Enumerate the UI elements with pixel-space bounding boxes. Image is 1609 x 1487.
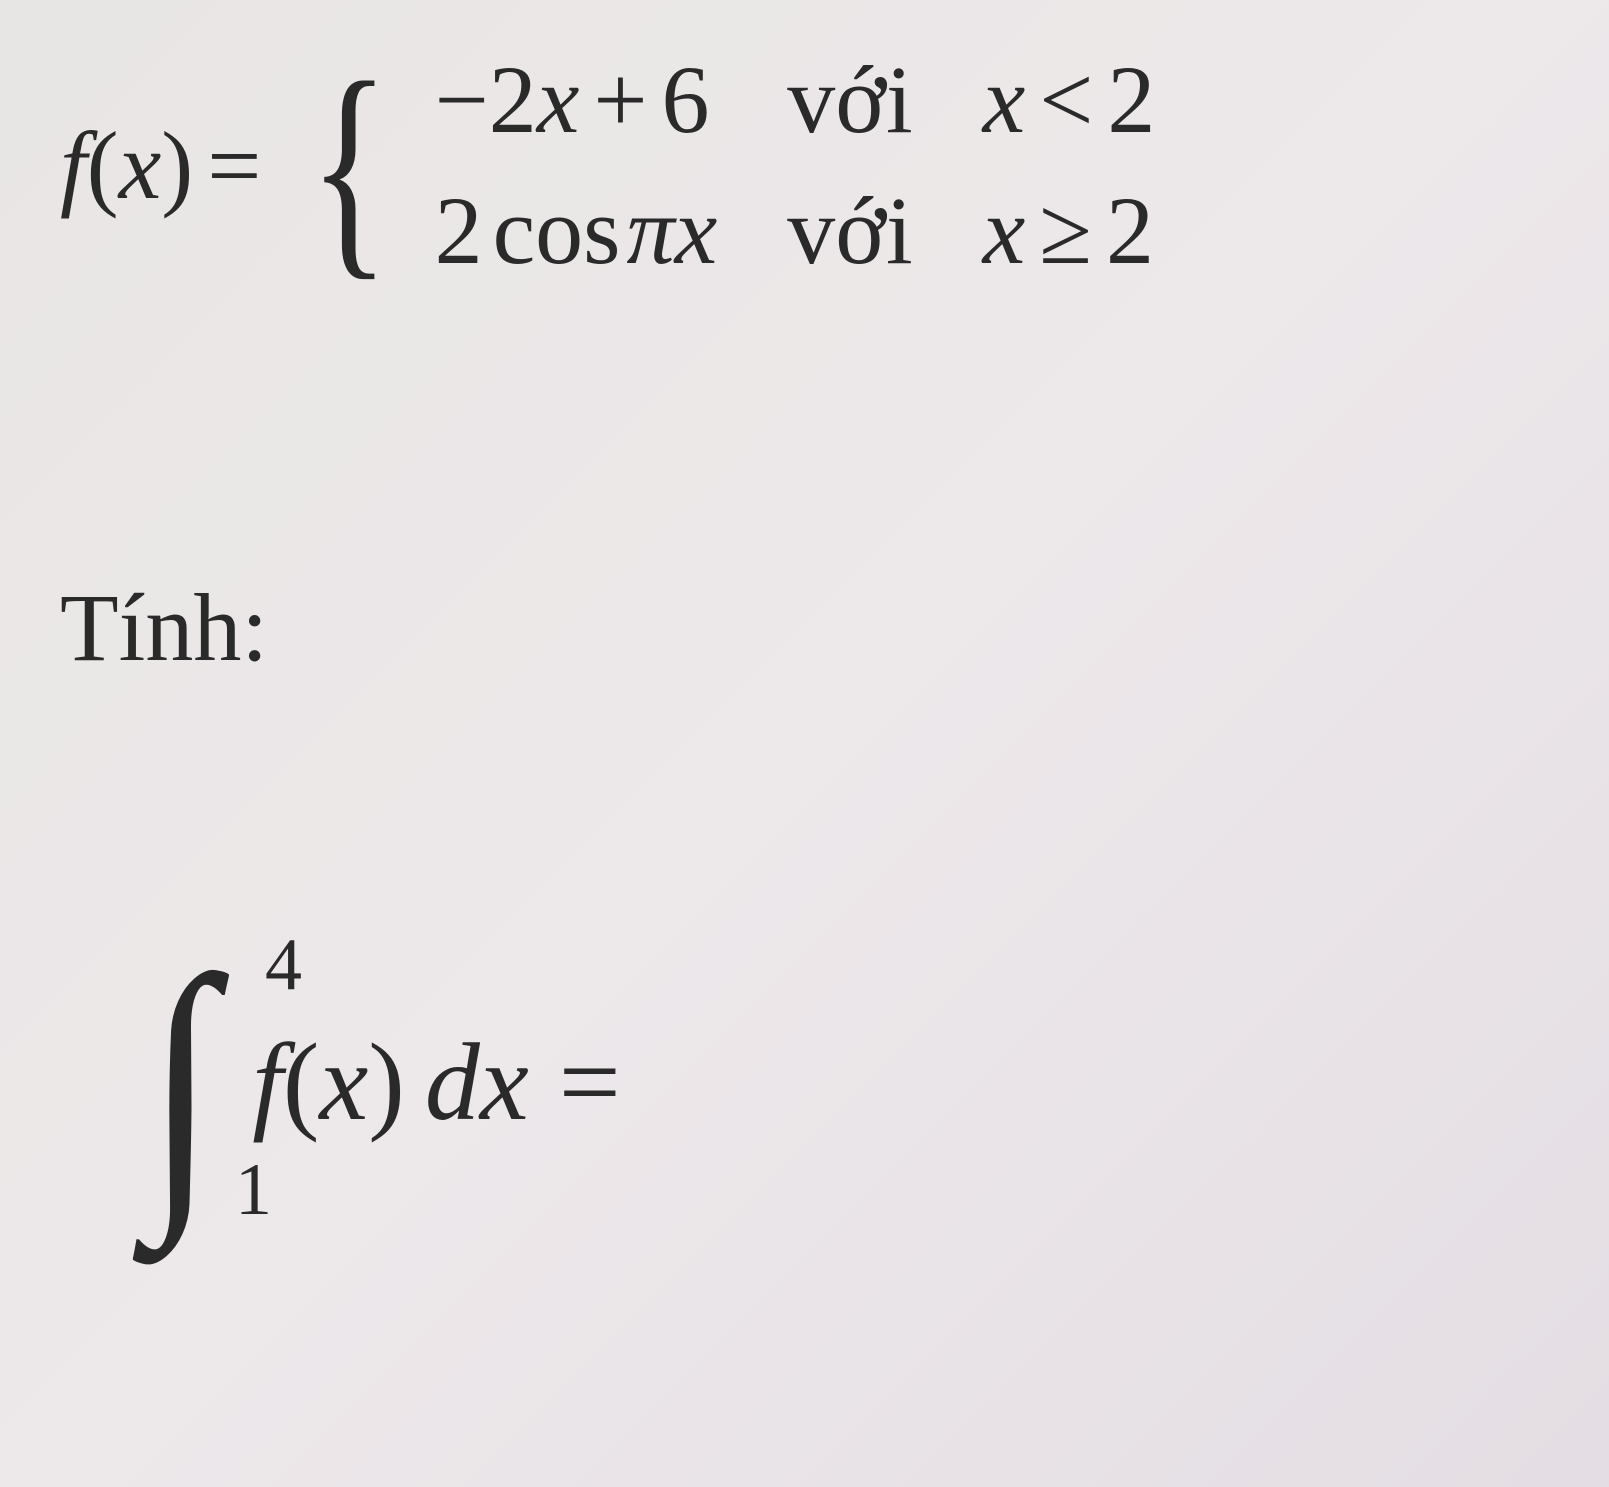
integrand: f(x)dx= (252, 1019, 621, 1146)
integral-sign-icon: ∫ (146, 963, 216, 1203)
case2-expression: 2cosπx (435, 181, 718, 282)
variable-x: x (319, 1021, 368, 1143)
differential-d: d (425, 1021, 480, 1143)
coef-2: 2 (435, 177, 483, 284)
var-x: x (675, 177, 718, 284)
case1-expression: −2x+6 (435, 50, 718, 151)
paren-open: ( (87, 112, 119, 219)
symbol-f: f (252, 1021, 283, 1143)
differential-var: x (480, 1021, 529, 1143)
case1-with-word: với (787, 50, 912, 151)
piecewise-definition: f(x)= { −2x+6 với x<2 2cosπx với x≥2 (60, 50, 1549, 282)
integral-upper-limit: 4 (265, 923, 302, 1008)
case2-condition: x≥2 (983, 181, 1156, 282)
pi-symbol: π (627, 177, 675, 284)
integral-expression: 4 ∫ 1 f(x)dx= (140, 963, 1549, 1203)
cos-func: cos (493, 177, 621, 284)
symbol-f: f (60, 112, 87, 219)
equals-sign: = (207, 112, 261, 219)
less-than-sign: < (1039, 46, 1093, 153)
paren-close: ) (368, 1021, 405, 1143)
case1-condition: x<2 (983, 50, 1156, 151)
const-6: 6 (661, 46, 709, 153)
case2-with-word: với (787, 181, 912, 282)
integral-lower-limit: 1 (235, 1148, 272, 1233)
bound-2: 2 (1106, 177, 1154, 284)
compute-prompt: Tính: (60, 572, 1549, 683)
left-brace: { (309, 64, 390, 268)
coef-2: 2 (489, 46, 537, 153)
bound-2: 2 (1107, 46, 1155, 153)
equals-sign: = (559, 1021, 621, 1143)
paren-open: ( (283, 1021, 320, 1143)
var-x: x (537, 46, 580, 153)
minus-sign: − (435, 46, 489, 153)
cond-var-x: x (983, 177, 1026, 284)
plus-sign: + (593, 46, 647, 153)
integral-sign-wrap: 4 ∫ 1 (140, 963, 222, 1203)
lhs-f-of-x: f(x)= (60, 118, 279, 214)
cond-var-x: x (983, 46, 1026, 153)
greater-equal-sign: ≥ (1039, 177, 1092, 284)
math-problem-page: f(x)= { −2x+6 với x<2 2cosπx với x≥2 (0, 0, 1609, 1487)
variable-x: x (119, 112, 162, 219)
piecewise-cases: −2x+6 với x<2 2cosπx với x≥2 (435, 50, 1156, 282)
paren-close: ) (161, 112, 193, 219)
